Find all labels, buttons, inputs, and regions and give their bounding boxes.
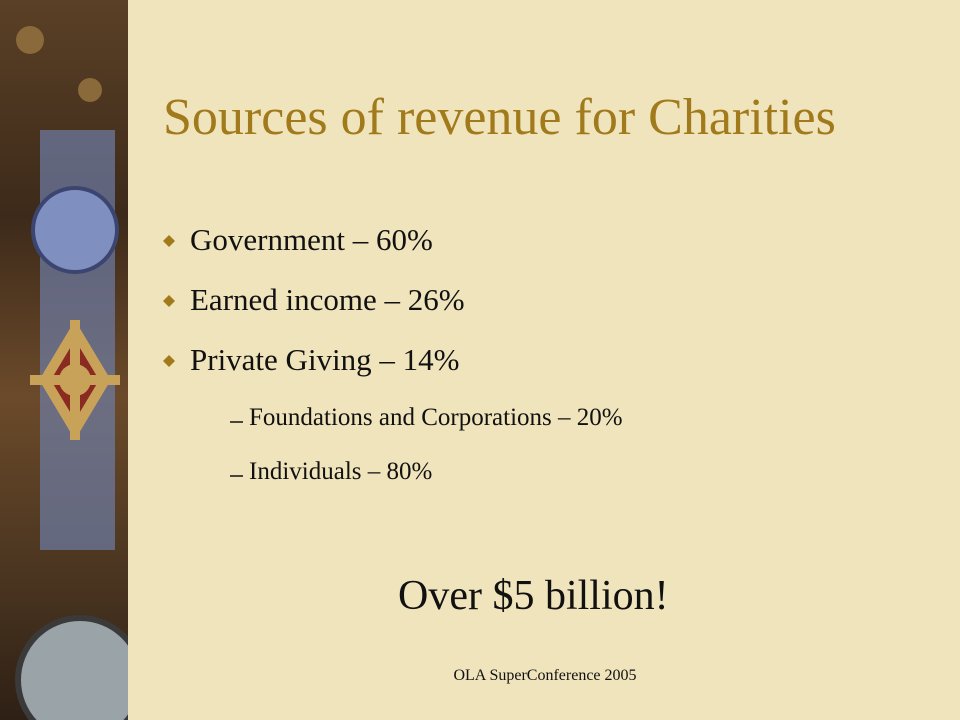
sub-bullet-text: Individuals – 80% [249,458,433,485]
slide-title: Sources of revenue for Charities [163,89,836,146]
bullet-text: Government – 60% [190,222,433,257]
sub-bullet-text: Foundations and Corporations – 20% [249,404,623,431]
bullet-text: Private Giving – 14% [190,342,460,377]
sub-bullet-marker [230,421,243,423]
callout: Over $5 billion! [398,573,669,619]
footer: OLA SuperConference 2005 [453,667,637,684]
bullet-marker [163,355,175,367]
bullet-marker [163,295,175,307]
bullet-marker [163,235,175,247]
decorative-strip [0,0,128,720]
bullet-text: Earned income – 26% [190,282,465,317]
sub-bullet-marker [230,475,243,477]
